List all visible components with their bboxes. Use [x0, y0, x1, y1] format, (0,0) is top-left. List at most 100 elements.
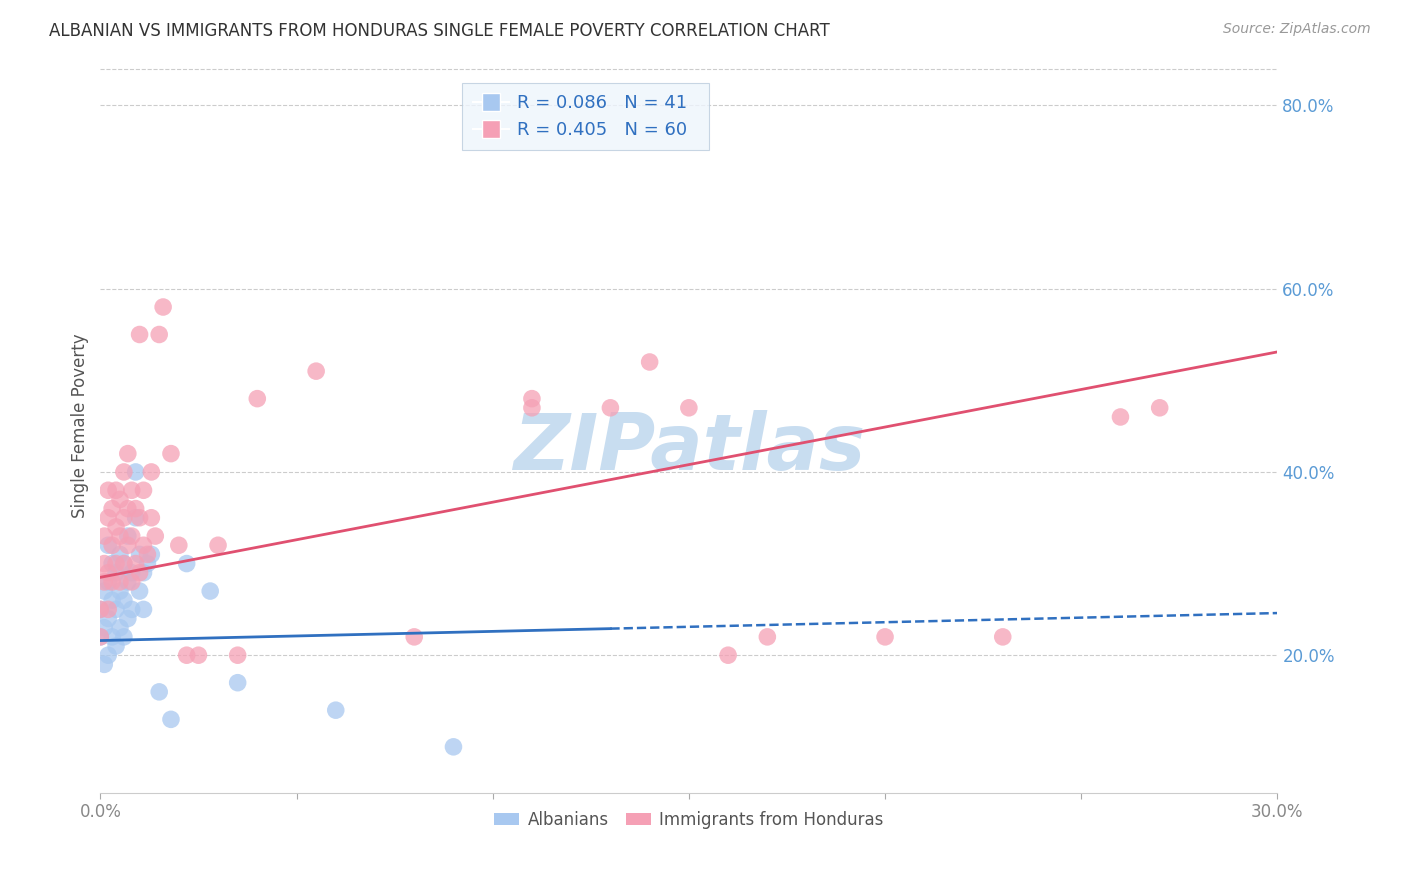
Point [132, 483, 155, 498]
Point [93, 621, 115, 635]
Point [108, 584, 131, 599]
Point [226, 648, 249, 663]
Point [93, 657, 115, 672]
Point [148, 327, 170, 342]
Point [101, 538, 124, 552]
Point [124, 465, 146, 479]
Point [121, 566, 143, 580]
Point [117, 538, 139, 552]
Point [97, 483, 120, 498]
Point [599, 401, 621, 415]
Point [117, 501, 139, 516]
Point [128, 510, 150, 524]
Point [756, 630, 779, 644]
Point [717, 648, 740, 663]
Point [141, 548, 163, 562]
Point [97, 611, 120, 625]
Point [128, 327, 150, 342]
Point [141, 465, 163, 479]
Point [141, 510, 163, 524]
Point [443, 739, 465, 754]
Point [187, 648, 209, 663]
Point [124, 510, 146, 524]
Point [105, 602, 128, 616]
Point [89, 602, 111, 616]
Point [93, 557, 115, 571]
Point [101, 557, 124, 571]
Point [112, 510, 135, 524]
Point [325, 703, 347, 717]
Point [1149, 401, 1171, 415]
Text: Source: ZipAtlas.com: Source: ZipAtlas.com [1223, 22, 1371, 37]
Point [105, 520, 128, 534]
Point [305, 364, 328, 378]
Point [108, 548, 131, 562]
Point [404, 630, 426, 644]
Point [101, 501, 124, 516]
Point [520, 392, 543, 406]
Point [89, 630, 111, 644]
Point [124, 557, 146, 571]
Point [117, 529, 139, 543]
Point [124, 501, 146, 516]
Legend: Albanians, Immigrants from Honduras: Albanians, Immigrants from Honduras [488, 805, 890, 836]
Point [108, 492, 131, 507]
Point [112, 593, 135, 607]
Point [93, 574, 115, 589]
Point [97, 510, 120, 524]
Point [176, 648, 198, 663]
Point [128, 584, 150, 599]
Point [105, 483, 128, 498]
Point [101, 574, 124, 589]
Point [112, 557, 135, 571]
Point [873, 630, 896, 644]
Point [991, 630, 1014, 644]
Point [207, 538, 229, 552]
Point [108, 621, 131, 635]
Point [638, 355, 661, 369]
Point [97, 566, 120, 580]
Text: ALBANIAN VS IMMIGRANTS FROM HONDURAS SINGLE FEMALE POVERTY CORRELATION CHART: ALBANIAN VS IMMIGRANTS FROM HONDURAS SIN… [49, 22, 830, 40]
Point [121, 529, 143, 543]
Point [226, 675, 249, 690]
Point [117, 611, 139, 625]
Point [97, 574, 120, 589]
Point [152, 300, 174, 314]
Point [105, 557, 128, 571]
Point [101, 630, 124, 644]
Point [108, 529, 131, 543]
Point [167, 538, 190, 552]
Point [678, 401, 700, 415]
Point [112, 465, 135, 479]
Point [101, 593, 124, 607]
Point [1109, 409, 1132, 424]
Point [132, 538, 155, 552]
Point [143, 529, 166, 543]
Point [93, 529, 115, 543]
Point [93, 584, 115, 599]
Point [97, 538, 120, 552]
Point [89, 630, 111, 644]
Point [97, 648, 120, 663]
Point [148, 685, 170, 699]
Point [132, 566, 155, 580]
Point [136, 557, 159, 571]
Point [128, 566, 150, 580]
Point [128, 548, 150, 562]
Point [117, 447, 139, 461]
Point [200, 584, 222, 599]
Point [160, 712, 183, 726]
Point [160, 447, 183, 461]
Point [112, 557, 135, 571]
Point [117, 574, 139, 589]
Point [97, 602, 120, 616]
Point [520, 401, 543, 415]
Point [89, 602, 111, 616]
Point [121, 602, 143, 616]
Y-axis label: Single Female Poverty: Single Female Poverty [72, 334, 89, 518]
Point [105, 566, 128, 580]
Point [176, 557, 198, 571]
Point [246, 392, 269, 406]
Point [132, 602, 155, 616]
Text: ZIPatlas: ZIPatlas [513, 410, 865, 486]
